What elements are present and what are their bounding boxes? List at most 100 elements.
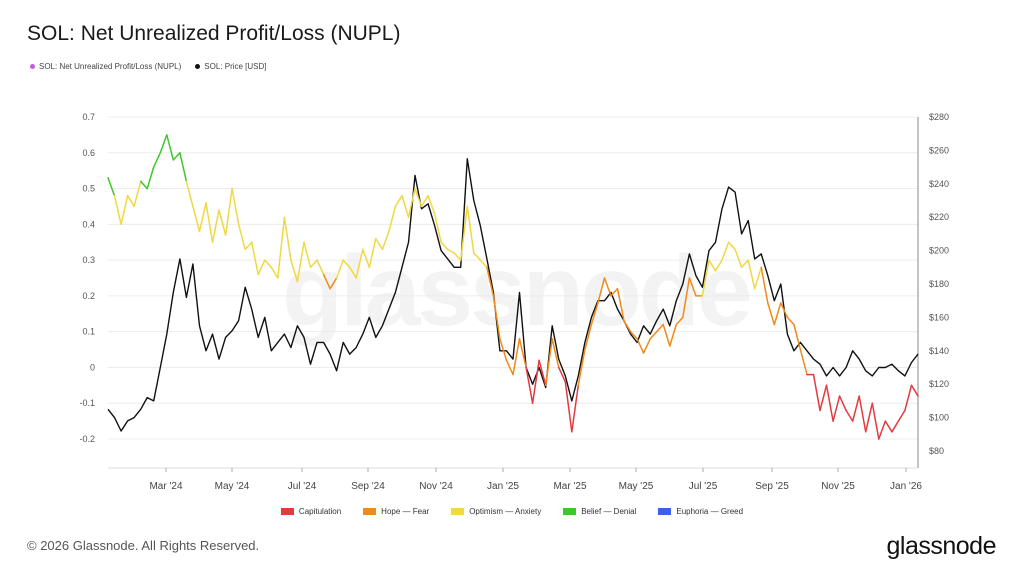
zone-legend-item-optimism-anxiety[interactable]: Optimism — Anxiety bbox=[451, 507, 541, 516]
copyright-footer: © 2026 Glassnode. All Rights Reserved. bbox=[27, 538, 260, 553]
legend-item-nupl[interactable]: SOL: Net Unrealized Profit/Loss (NUPL) bbox=[30, 62, 181, 71]
y-left-tick-label: 0.1 bbox=[82, 327, 95, 337]
nupl-segment bbox=[629, 330, 638, 340]
nupl-segment bbox=[309, 259, 318, 269]
nupl-segment bbox=[799, 348, 808, 376]
nupl-segment bbox=[388, 205, 397, 233]
nupl-segment bbox=[322, 273, 331, 290]
nupl-segment bbox=[133, 180, 142, 208]
nupl-segment bbox=[727, 241, 736, 251]
nupl-segment bbox=[381, 230, 390, 251]
zone-legend-item-euphoria-greed[interactable]: Euphoria — Greed bbox=[658, 507, 743, 516]
nupl-segment bbox=[590, 302, 599, 326]
nupl-segment bbox=[616, 287, 625, 322]
nupl-segment bbox=[649, 330, 658, 340]
y-left-tick-label: 0.6 bbox=[82, 148, 95, 158]
x-tick-label: May '24 bbox=[215, 481, 250, 492]
nupl-segment bbox=[355, 248, 364, 279]
nupl-segment bbox=[335, 259, 344, 279]
nupl-segment bbox=[642, 338, 651, 354]
nupl-segment bbox=[780, 302, 789, 319]
y-left-tick-label: -0.2 bbox=[79, 434, 95, 444]
nupl-segment bbox=[107, 177, 116, 197]
zone-swatch-optimism-anxiety bbox=[451, 508, 465, 515]
nupl-segment bbox=[675, 316, 684, 326]
nupl-segment bbox=[473, 252, 482, 261]
zone-swatch-capitulation bbox=[280, 508, 294, 515]
nupl-segment bbox=[303, 241, 312, 269]
nupl-segment bbox=[662, 323, 671, 347]
nupl-segment bbox=[910, 384, 919, 397]
nupl-segment bbox=[427, 194, 436, 215]
watermark-logo: glassnode bbox=[282, 234, 753, 349]
nupl-segment bbox=[714, 259, 723, 272]
nupl-segment bbox=[891, 420, 900, 433]
nupl-segment bbox=[205, 202, 214, 243]
nupl-segment bbox=[871, 402, 880, 440]
y-left-tick-label: 0.2 bbox=[82, 291, 95, 301]
nupl-segment bbox=[211, 209, 220, 243]
nupl-segment bbox=[753, 266, 762, 290]
legend-dot-price bbox=[195, 64, 201, 69]
nupl-segment bbox=[864, 402, 874, 433]
nupl-segment bbox=[270, 266, 279, 279]
x-tick-label: Jan '25 bbox=[487, 481, 519, 492]
zone-swatch-hope-fear bbox=[363, 508, 377, 515]
nupl-segment bbox=[571, 384, 580, 433]
zone-legend: Capitulation Hope — Fear Optimism — Anxi… bbox=[0, 507, 1024, 516]
nupl-segment bbox=[342, 259, 351, 269]
nupl-segment bbox=[845, 409, 854, 422]
nupl-segment bbox=[551, 338, 560, 369]
zone-legend-item-hope-fear[interactable]: Hope — Fear bbox=[363, 507, 429, 516]
nupl-segment bbox=[793, 323, 802, 351]
nupl-segment bbox=[858, 395, 867, 433]
zone-label-belief-denial: Belief — Denial bbox=[581, 507, 637, 516]
gridlines bbox=[108, 116, 918, 440]
nupl-segment bbox=[120, 194, 129, 226]
nupl-segment bbox=[636, 338, 645, 354]
x-tick-label: May '25 bbox=[619, 481, 654, 492]
zone-legend-item-belief-denial[interactable]: Belief — Denial bbox=[563, 507, 636, 516]
axes: 0.7 0.6 0.5 0.4 0.3 0.2 0.1 0 -0.1 -0.2 $280 $260 $2… bbox=[79, 112, 949, 492]
nupl-segment bbox=[179, 152, 188, 183]
zone-legend-item-capitulation[interactable]: Capitulation bbox=[280, 507, 342, 516]
nupl-segment bbox=[655, 323, 664, 333]
nupl-segment bbox=[518, 338, 527, 369]
legend-item-price[interactable]: SOL: Price [USD] bbox=[195, 62, 267, 71]
nupl-segment bbox=[257, 259, 266, 276]
nupl-segment bbox=[218, 209, 227, 236]
nupl-segment bbox=[113, 194, 122, 226]
nupl-segment bbox=[904, 384, 913, 412]
nupl-segment bbox=[159, 134, 168, 154]
nupl-segment bbox=[878, 420, 887, 440]
nupl-segment bbox=[701, 259, 710, 297]
nupl-segment bbox=[819, 384, 828, 412]
nupl-segment bbox=[577, 348, 586, 387]
y-right-tick-label: $140 bbox=[929, 346, 949, 356]
nupl-segment bbox=[126, 194, 135, 208]
nupl-segment bbox=[682, 277, 691, 319]
brand-logo[interactable]: glassnode bbox=[886, 532, 997, 560]
nupl-segment bbox=[721, 241, 730, 261]
nupl-segment bbox=[172, 152, 181, 161]
nupl-segment bbox=[564, 381, 573, 433]
zone-label-capitulation: Capitulation bbox=[298, 507, 342, 516]
x-tick-label: Mar '24 bbox=[149, 481, 182, 492]
nupl-segment bbox=[610, 287, 619, 297]
nupl-segment bbox=[264, 259, 273, 269]
nupl-segment bbox=[440, 241, 449, 251]
nupl-segment bbox=[290, 259, 299, 283]
nupl-segment bbox=[375, 237, 384, 251]
nupl-segment bbox=[512, 338, 521, 376]
nupl-segment bbox=[544, 338, 553, 387]
y-right-tick-label: $160 bbox=[929, 312, 949, 322]
nupl-segment bbox=[597, 277, 606, 304]
zone-label-euphoria-greed: Euphoria — Greed bbox=[676, 507, 744, 516]
nupl-segment bbox=[146, 166, 155, 190]
nupl-segment bbox=[688, 277, 697, 297]
nupl-segment bbox=[623, 320, 632, 333]
nupl-segment bbox=[446, 248, 455, 254]
y-left-tick-label: 0.7 bbox=[82, 112, 95, 122]
y-right-tick-label: $220 bbox=[929, 212, 949, 222]
legend-dot-nupl bbox=[30, 64, 35, 69]
